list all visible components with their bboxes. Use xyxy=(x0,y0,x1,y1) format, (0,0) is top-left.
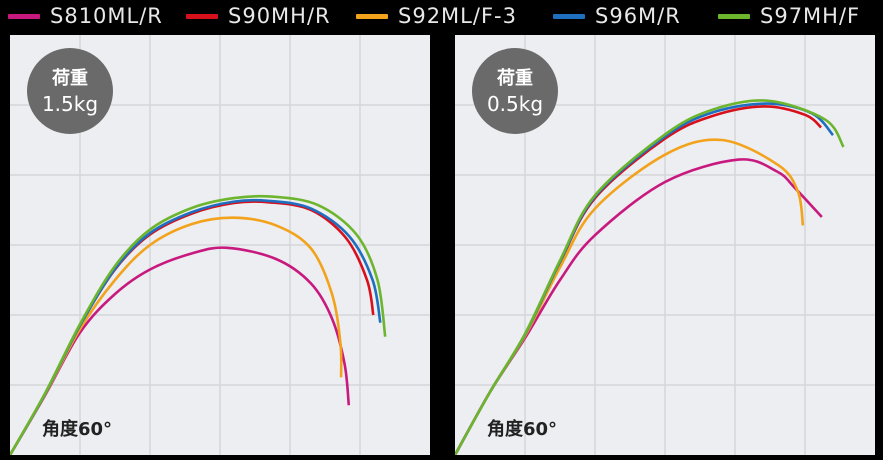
load-badge: 荷重 0.5kg xyxy=(472,48,558,134)
chart-svg xyxy=(10,35,430,455)
legend: S810ML/R S90MH/R S92ML/F-3 S96M/R S97MH/… xyxy=(0,0,883,34)
legend-label: S810ML/R xyxy=(50,4,163,28)
chart-panel-1: 荷重 1.5kg 角度60° xyxy=(10,35,430,455)
legend-label: S90MH/R xyxy=(228,4,331,28)
load-value: 1.5kg xyxy=(41,92,99,116)
legend-swatch xyxy=(186,13,218,19)
chart-panel-2: 荷重 0.5kg 角度60° xyxy=(455,35,875,455)
load-label: 荷重 xyxy=(52,68,88,89)
load-badge: 荷重 1.5kg xyxy=(27,48,113,134)
legend-swatch xyxy=(356,13,388,19)
load-value: 0.5kg xyxy=(486,92,544,116)
angle-annotation: 角度60° xyxy=(42,419,113,440)
chart-svg xyxy=(455,35,875,455)
legend-item: S92ML/F-3 xyxy=(356,4,517,28)
legend-item: S90MH/R xyxy=(186,4,331,28)
curve-s810ml-r xyxy=(455,158,823,455)
legend-item: S96M/R xyxy=(553,4,681,28)
curve-s92ml-f-3 xyxy=(455,138,805,455)
legend-label: S97MH/F xyxy=(760,4,861,28)
legend-swatch xyxy=(8,13,40,19)
legend-label: S92ML/F-3 xyxy=(398,4,517,28)
legend-item: S810ML/R xyxy=(8,4,163,28)
legend-label: S96M/R xyxy=(595,4,681,28)
legend-swatch xyxy=(553,13,585,19)
load-label: 荷重 xyxy=(497,68,533,89)
curve-s97mh-f xyxy=(10,194,387,455)
curve-s97mh-f xyxy=(455,99,845,455)
legend-item: S97MH/F xyxy=(718,4,860,28)
legend-swatch xyxy=(718,13,750,19)
curve-s96m-r xyxy=(455,102,834,455)
angle-annotation: 角度60° xyxy=(487,419,558,440)
